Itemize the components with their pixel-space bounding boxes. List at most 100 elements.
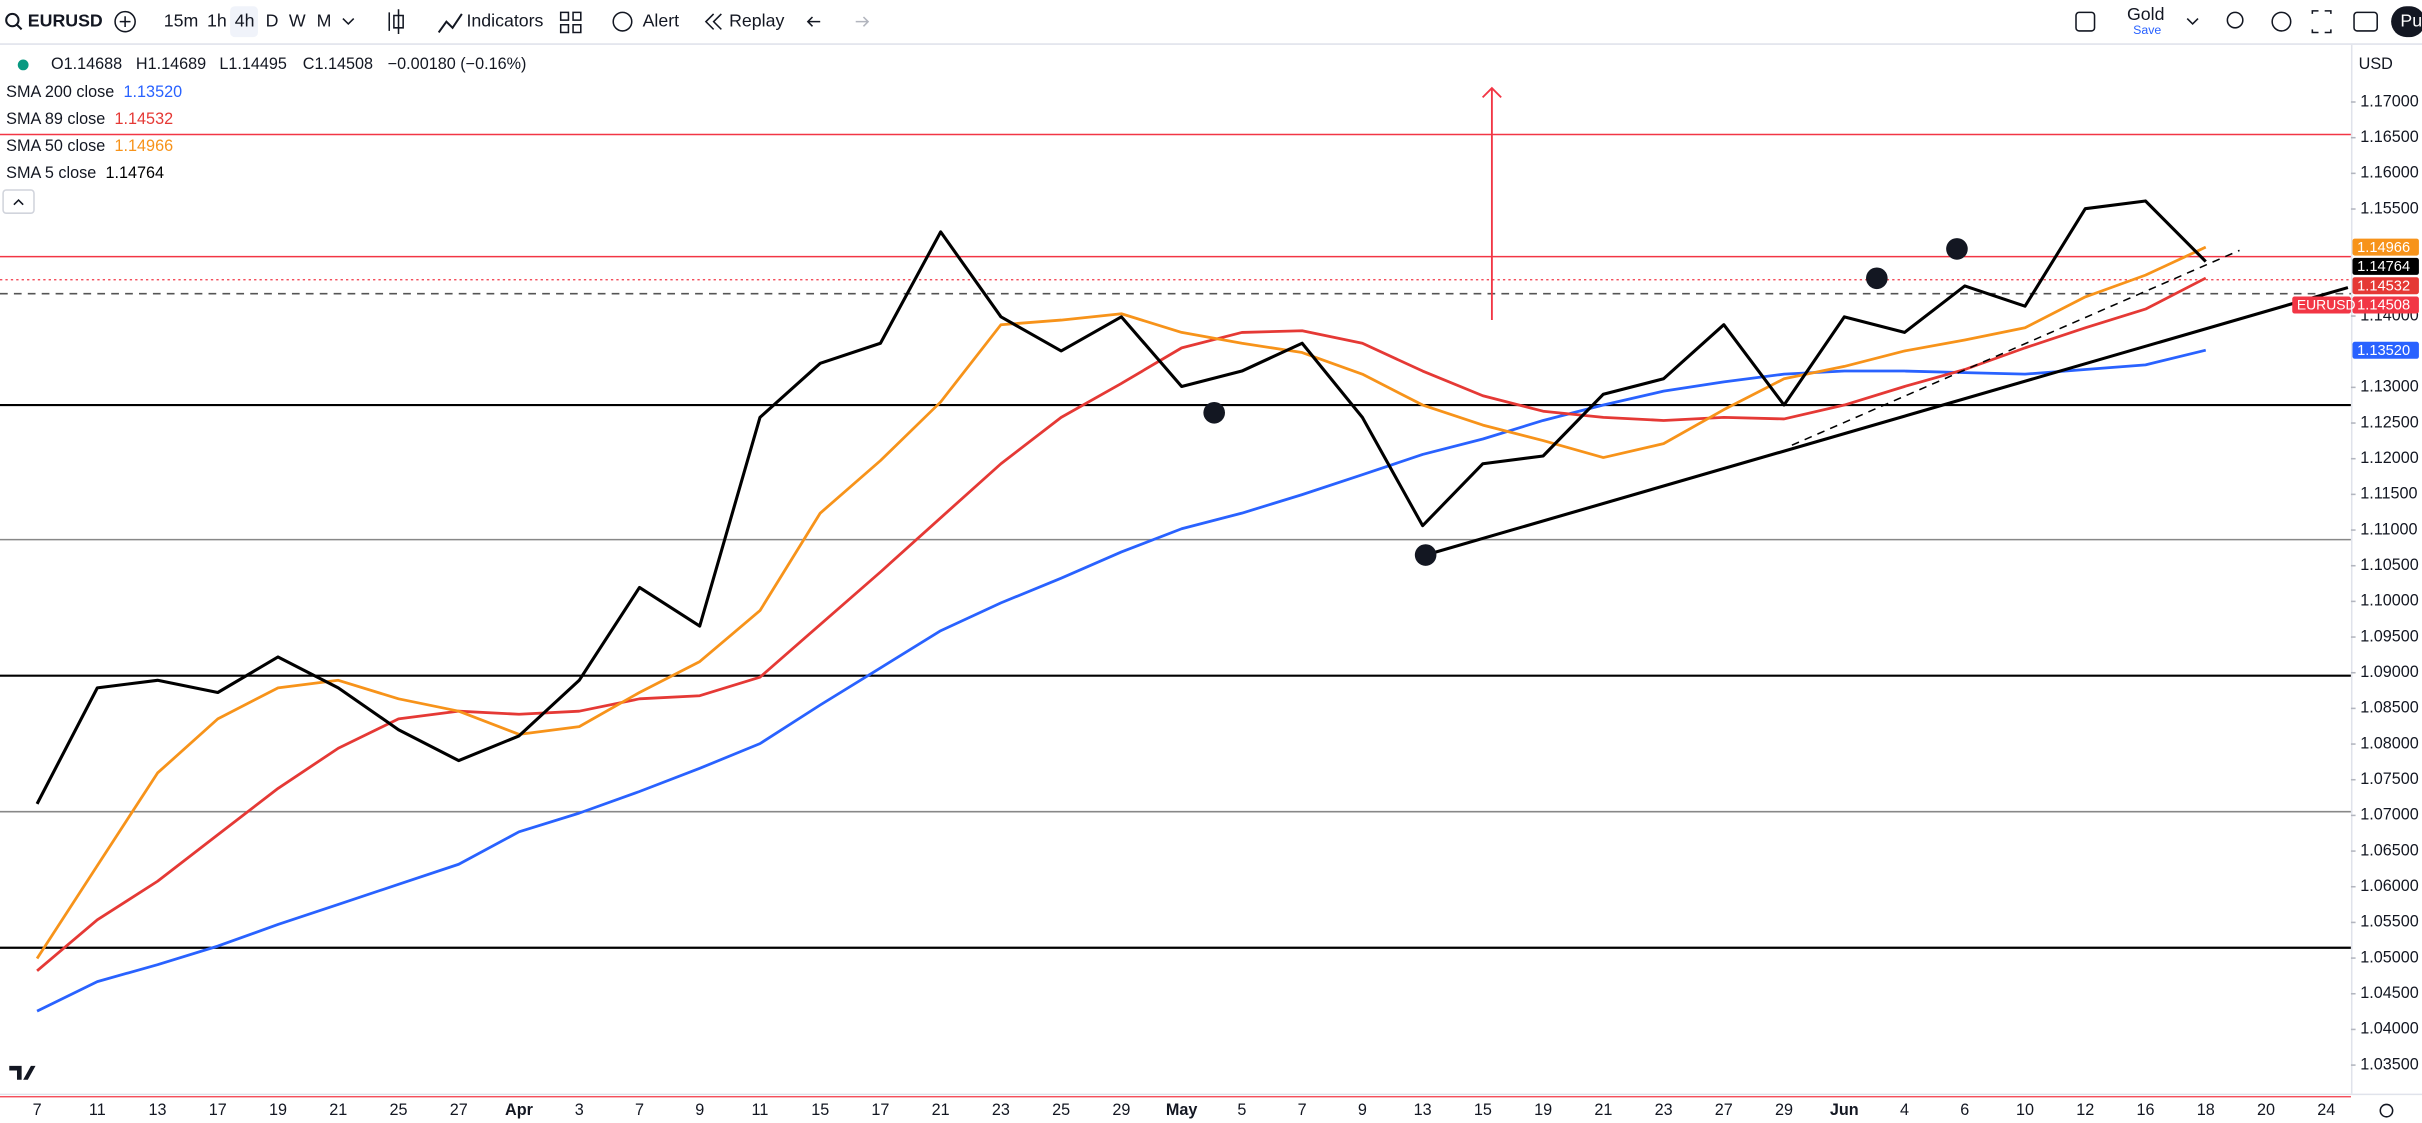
- interval[interactable]: W: [289, 10, 306, 30]
- alert-button[interactable]: Alert: [643, 10, 680, 30]
- y-tick-label: 1.05500: [2360, 913, 2419, 931]
- x-tick-label: 27: [450, 1101, 468, 1119]
- interval[interactable]: 1h: [207, 10, 227, 30]
- y-tick-label: 1.07000: [2360, 806, 2419, 824]
- y-tick-label: 1.06500: [2360, 841, 2419, 859]
- interval[interactable]: D: [266, 10, 279, 30]
- x-tick-label: 11: [89, 1101, 106, 1119]
- status-dot: [17, 59, 29, 71]
- x-tick-label: 19: [1534, 1101, 1552, 1119]
- price-badge-label: 1.14508: [2357, 298, 2410, 314]
- templates[interactable]: [559, 11, 582, 34]
- logo: [9, 1065, 36, 1080]
- y-tick-label: 1.11000: [2360, 520, 2417, 538]
- price-badge: [2352, 341, 2419, 359]
- x-tick-label: 17: [871, 1101, 889, 1119]
- currency[interactable]: USD: [2359, 55, 2393, 73]
- x-tick-label: 10: [2016, 1101, 2034, 1119]
- trendline: [1425, 286, 2349, 557]
- y-tick-label: 1.08000: [2360, 734, 2419, 752]
- y-tick-label: 1.05000: [2360, 948, 2419, 966]
- trendline: [1791, 249, 2240, 446]
- x-tick-label: 5: [1237, 1101, 1246, 1119]
- x-tick-label: 21: [329, 1101, 347, 1119]
- price-badge-label: 1.14532: [2357, 278, 2410, 294]
- y-tick-label: 1.08500: [2360, 699, 2419, 717]
- ohlc-low: L1.14495: [219, 55, 287, 73]
- cta[interactable]: [2391, 6, 2422, 38]
- toolbar: EURUSD 15m 1h 4h D W M Indicators Alert …: [0, 4, 2422, 45]
- y-tick-label: 1.12000: [2360, 449, 2419, 467]
- ohlc-change: −0.00180 (−0.16%): [388, 55, 527, 73]
- search-icon: [16, 24, 23, 31]
- x-tick-label: 23: [1655, 1101, 1673, 1119]
- x-tick-label: 7: [33, 1101, 42, 1119]
- axis-settings[interactable]: [2379, 1103, 2394, 1118]
- sma-line: [36, 276, 2207, 972]
- account[interactable]: Gold: [2127, 4, 2165, 24]
- x-tick-label: 6: [1960, 1101, 1969, 1119]
- legend-name: SMA 5 close: [6, 164, 96, 182]
- legend-name: SMA 50 close: [6, 137, 105, 155]
- undo[interactable]: [806, 16, 821, 27]
- settings[interactable]: [2271, 11, 2292, 32]
- chart-type[interactable]: [388, 9, 404, 35]
- dropdown[interactable]: [2186, 18, 2199, 26]
- price-badge-label: 1.14966: [2357, 240, 2410, 256]
- cta-text[interactable]: Pu: [2400, 10, 2422, 30]
- ohlc-close: C1.14508: [303, 55, 373, 73]
- x-tick-label: 19: [269, 1101, 287, 1119]
- x-tick-label: 15: [1474, 1101, 1492, 1119]
- y-tick-label: 1.03500: [2360, 1055, 2419, 1073]
- replay-button[interactable]: Replay: [729, 10, 784, 30]
- ohlc-open: O1.14688: [51, 55, 122, 73]
- x-tick-label: 21: [932, 1101, 950, 1119]
- interval-active: [230, 6, 258, 38]
- legend-value: 1.13520: [124, 83, 183, 101]
- legend-name: SMA 89 close: [6, 110, 105, 128]
- x-tick-label: 7: [635, 1101, 644, 1119]
- y-tick-label: 1.15500: [2360, 199, 2419, 217]
- legend: O1.14688 H1.14689 L1.14495 C1.14508 −0.0…: [2, 55, 527, 214]
- y-tick-label: 1.16000: [2360, 164, 2419, 182]
- interval[interactable]: 4h: [235, 10, 255, 30]
- y-tick-label: 1.07500: [2360, 770, 2419, 788]
- y-tick-label: 1.13000: [2360, 378, 2419, 396]
- y-tick-label: 1.10000: [2360, 592, 2419, 610]
- y-tick-label: 1.06000: [2360, 877, 2419, 895]
- indicators-button[interactable]: Indicators: [466, 10, 543, 30]
- interval[interactable]: 15m: [164, 10, 199, 30]
- price-badge: [2352, 238, 2419, 256]
- x-tick-label: Apr: [505, 1101, 534, 1119]
- symbol-badge-label: EURUSD: [2297, 296, 2356, 312]
- snapshot[interactable]: [2353, 11, 2378, 32]
- x-tick-label: 16: [2136, 1101, 2154, 1119]
- x-tick-label: 3: [575, 1101, 584, 1119]
- x-tick-label: 25: [1052, 1101, 1070, 1119]
- symbol[interactable]: EURUSD: [28, 10, 103, 30]
- search-icon[interactable]: [5, 12, 20, 28]
- layout-icon[interactable]: [2075, 11, 2096, 32]
- alert-icon: [612, 11, 633, 32]
- legend-value: 1.14532: [115, 110, 174, 128]
- price-badge-label: 1.13520: [2357, 343, 2410, 359]
- interval[interactable]: M: [317, 10, 332, 30]
- account-sub[interactable]: Save: [2133, 23, 2161, 37]
- x-tick-label: Jun: [1830, 1101, 1859, 1119]
- price-badge: [2352, 277, 2419, 295]
- collapse-icon: [13, 198, 24, 206]
- search-icon[interactable]: [2226, 11, 2244, 29]
- dropdown[interactable]: [342, 18, 355, 26]
- fullscreen[interactable]: [2311, 10, 2332, 34]
- indicators-icon: [437, 13, 463, 34]
- y-tick-label: 1.16500: [2360, 128, 2419, 146]
- x-tick-label: 7: [1298, 1101, 1307, 1119]
- symbol-badge: [2292, 296, 2351, 314]
- price-badge: [2352, 257, 2419, 275]
- add-symbol[interactable]: [114, 10, 136, 33]
- redo[interactable]: [855, 16, 870, 27]
- marker-point: [1946, 238, 1968, 260]
- collapse-button[interactable]: [2, 189, 35, 214]
- sma-line: [35, 245, 2207, 960]
